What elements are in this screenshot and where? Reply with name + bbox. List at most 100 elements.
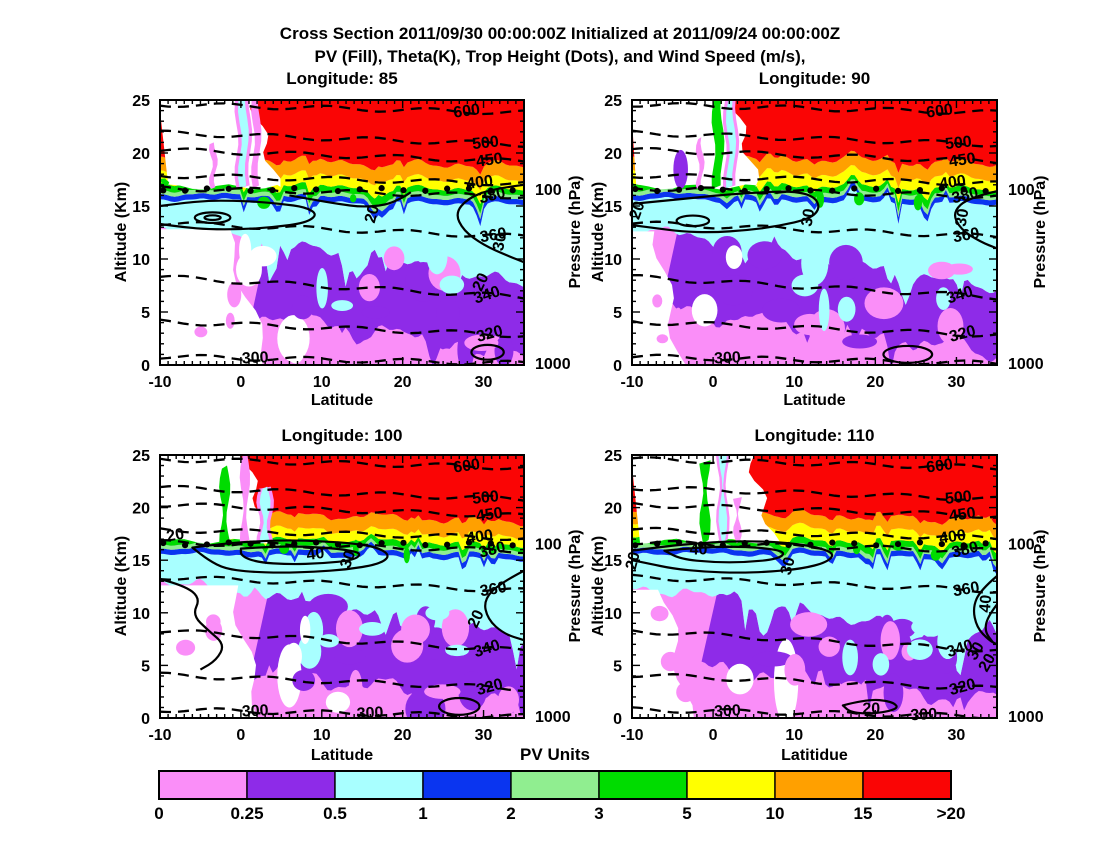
theta-contours <box>160 102 524 365</box>
svg-text:5: 5 <box>682 804 691 823</box>
svg-text:320: 320 <box>475 676 505 699</box>
svg-text:20: 20 <box>470 270 493 293</box>
svg-text:3: 3 <box>594 804 603 823</box>
yaxis-label-altitude-row2-mid: Altitude (Km) <box>590 535 607 637</box>
svg-text:360: 360 <box>952 579 981 600</box>
svg-text:40: 40 <box>305 545 325 564</box>
svg-text:10: 10 <box>313 374 331 391</box>
svg-text:10: 10 <box>785 374 803 391</box>
wind-speed-labels: 40 30 20 20 <box>165 526 488 631</box>
svg-text:380: 380 <box>950 539 980 562</box>
svg-text:600: 600 <box>925 101 954 122</box>
svg-text:25: 25 <box>604 93 622 110</box>
svg-text:1000: 1000 <box>535 356 571 373</box>
yaxis-label-pressure-row1-mid: Pressure (hPa) <box>567 175 584 289</box>
svg-text:10: 10 <box>604 252 622 269</box>
svg-text:-10: -10 <box>620 374 643 391</box>
svg-text:600: 600 <box>925 456 954 477</box>
svg-text:400: 400 <box>938 527 967 548</box>
yaxis-label-pressure-row1-right: Pressure (hPa) <box>1032 175 1049 289</box>
svg-text:30: 30 <box>490 232 510 253</box>
svg-text:100: 100 <box>1008 536 1035 553</box>
svg-text:10: 10 <box>132 252 150 269</box>
svg-text:5: 5 <box>613 658 622 675</box>
svg-text:500: 500 <box>944 488 972 508</box>
svg-text:20: 20 <box>132 501 150 518</box>
svg-text:320: 320 <box>947 322 977 345</box>
svg-text:>20: >20 <box>937 804 966 823</box>
svg-text:0: 0 <box>236 374 245 391</box>
wind-speed-contours <box>160 183 524 361</box>
figure-title-line2: PV (Fill), Theta(K), Trop Height (Dots),… <box>314 47 806 66</box>
svg-text:450: 450 <box>948 505 977 526</box>
svg-text:10: 10 <box>766 804 785 823</box>
svg-text:15: 15 <box>132 199 150 216</box>
panel-title-3: Longitude: 100 <box>281 426 403 445</box>
svg-text:-10: -10 <box>148 374 171 391</box>
svg-text:10: 10 <box>604 606 622 623</box>
wind-speed-labels: 20 30 20 <box>362 203 510 294</box>
svg-text:20: 20 <box>866 374 884 391</box>
yaxis-label-pressure-row2-right: Pressure (hPa) <box>1032 529 1049 643</box>
colorbar-svg: 0 0.25 0.5 1 2 3 5 10 15 >20 <box>154 770 965 823</box>
svg-text:20: 20 <box>976 651 1000 675</box>
svg-text:20: 20 <box>394 374 412 391</box>
svg-text:380: 380 <box>477 184 507 207</box>
svg-text:10: 10 <box>785 727 803 744</box>
svg-text:450: 450 <box>475 505 504 526</box>
svg-text:400: 400 <box>938 172 967 193</box>
xaxis-label-1: Latitude <box>310 392 374 409</box>
svg-text:25: 25 <box>604 448 622 465</box>
svg-text:25: 25 <box>132 93 150 110</box>
svg-text:360: 360 <box>952 225 981 246</box>
wind-speed-contours <box>160 539 524 716</box>
pv-fill-layer <box>160 455 524 718</box>
svg-text:0: 0 <box>141 358 150 375</box>
svg-text:20: 20 <box>866 727 884 744</box>
svg-text:30: 30 <box>799 207 819 228</box>
svg-text:5: 5 <box>141 305 150 322</box>
svg-text:30: 30 <box>948 374 966 391</box>
svg-text:15: 15 <box>854 804 873 823</box>
svg-text:15: 15 <box>604 553 622 570</box>
svg-text:0: 0 <box>613 358 622 375</box>
panel-title-4: Longitude: 110 <box>754 426 875 445</box>
svg-text:10: 10 <box>132 606 150 623</box>
svg-text:20: 20 <box>362 203 383 225</box>
svg-text:30: 30 <box>953 207 973 228</box>
svg-text:20: 20 <box>465 607 488 630</box>
svg-text:-10: -10 <box>620 727 643 744</box>
svg-text:100: 100 <box>535 182 562 199</box>
theta-contours <box>160 457 524 718</box>
xaxis-label-3: Latitude <box>310 747 374 764</box>
svg-text:20: 20 <box>165 526 186 546</box>
colorbar-labels: 0 0.25 0.5 1 2 3 5 10 15 >20 <box>154 804 965 823</box>
yaxis-label-altitude-row1-left: Altitude (Km) <box>113 181 130 283</box>
svg-text:600: 600 <box>452 101 481 122</box>
svg-text:30: 30 <box>778 555 799 577</box>
pv-fill-layer <box>632 455 997 718</box>
svg-text:40: 40 <box>690 542 708 559</box>
svg-text:20: 20 <box>604 501 622 518</box>
svg-text:450: 450 <box>948 150 977 171</box>
svg-text:380: 380 <box>950 184 980 207</box>
svg-text:320: 320 <box>947 676 977 699</box>
svg-text:1000: 1000 <box>1008 356 1044 373</box>
svg-text:320: 320 <box>475 322 505 345</box>
yaxis-label-altitude-row1-mid: Altitude (Km) <box>590 181 607 283</box>
svg-text:0: 0 <box>154 804 163 823</box>
svg-text:0: 0 <box>709 374 718 391</box>
colorbar-cells <box>158 770 952 800</box>
svg-text:2: 2 <box>506 804 515 823</box>
theta-contours <box>632 456 997 718</box>
svg-text:5: 5 <box>141 658 150 675</box>
svg-text:400: 400 <box>465 527 494 548</box>
svg-text:15: 15 <box>132 553 150 570</box>
